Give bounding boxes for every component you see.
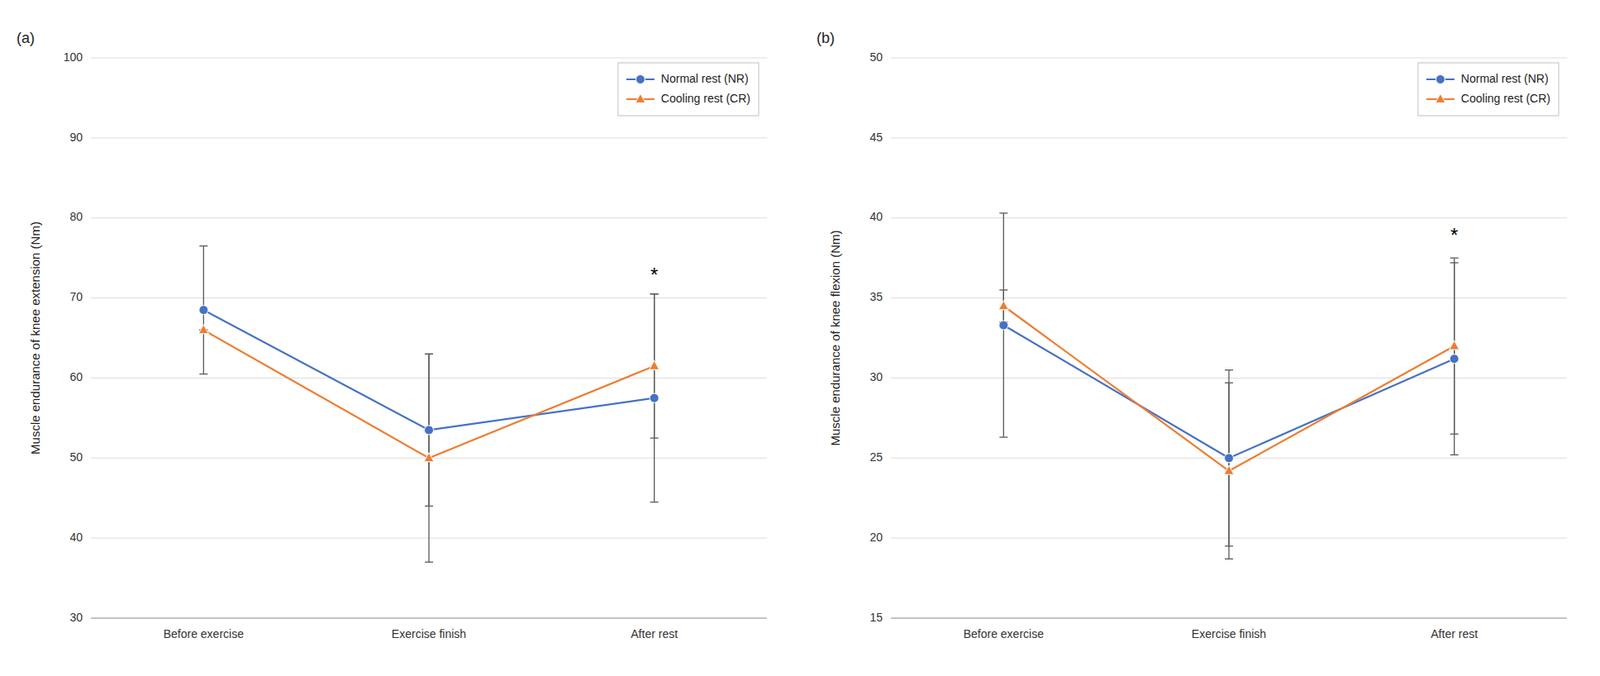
y-tick-label: 20 [869,530,883,544]
y-tick-label: 90 [69,130,83,144]
annotation: * [650,263,658,286]
x-tick-label: After rest [1430,627,1478,641]
panel: 15 20 25 30 35 40 45 50 Before exercise Exercise … [816,29,1567,641]
y-grid [90,57,767,619]
point-marker [998,300,1009,310]
grid-line [890,137,1567,139]
legend-label: Normal rest (NR) [661,71,749,86]
x-tick-label: Exercise finish [391,627,467,641]
legend-label: Cooling rest (CR) [661,91,751,105]
y-tick-label: 35 [869,290,883,304]
y-tick-label: 50 [69,450,83,464]
y-tick-label: 30 [869,370,883,384]
legend-marker [1435,93,1446,103]
x-tick-label: Before exercise [163,627,244,641]
legend-frame [1418,62,1559,116]
legend-marker [635,75,645,85]
point-marker [198,324,209,334]
x-tick-label: Exercise finish [1191,627,1267,641]
y-axis-label: Muscle endurance of knee extension (Nm) [28,221,43,455]
grid-line [890,57,1567,59]
error-cap [199,245,208,247]
error-cap [1224,558,1234,560]
series-line [203,309,654,430]
figure: 30 40 50 60 70 80 90 100 Before exercise Exercise… [0,0,1600,676]
error-cap [999,436,1008,438]
panel-title: (b) [816,29,835,47]
error-cap [650,437,659,439]
grid-line [90,297,767,299]
y-tick-label: 70 [69,290,83,304]
y-tick-label: 40 [69,530,83,544]
y-tick-label: 30 [69,610,83,624]
y-tick-label: 80 [69,209,83,224]
y-tick-label: 45 [869,130,883,144]
point-marker [1449,340,1460,350]
y-tick-label: 25 [869,450,883,464]
y-axis-label: Muscle endurance of knee flexion (Nm) [828,230,843,447]
error-cap [1450,257,1459,258]
error-cap [1450,454,1459,456]
error-cap [999,212,1008,214]
error-bar [199,246,208,375]
y-tick-label: 100 [63,50,84,64]
y-tick-label: 15 [869,610,883,624]
legend-frame [618,62,759,116]
point-marker [1449,354,1459,364]
point-marker [199,305,209,315]
legend: Normal rest (NR) Cooling rest (CR) [1418,62,1559,116]
error-cap [999,289,1008,291]
legend-marker [1435,75,1445,85]
grid-line [90,57,767,59]
legend-marker [635,93,646,103]
y-tick-label: 50 [869,50,883,64]
error-cap [424,561,434,563]
x-axis-line [90,618,767,620]
point-marker [423,452,434,462]
error-cap [424,353,434,355]
error-bar [650,294,659,503]
error-cap [1450,433,1459,435]
series-line [203,329,654,458]
annotation: * [1450,223,1458,247]
grid-line [90,217,767,219]
grid-line [890,297,1567,299]
error-cap [199,373,208,375]
x-tick-label: After rest [630,627,678,641]
x-tick-label: Before exercise [963,627,1044,641]
error-cap [650,501,659,503]
series-line [1003,325,1454,459]
point-marker [1223,465,1234,475]
point-marker [649,393,659,403]
panel-title: (a) [16,29,35,47]
point-marker [1224,453,1234,463]
y-grid [890,57,1567,619]
grid-line [890,217,1567,219]
error-cap [650,293,659,295]
legend: Normal rest (NR) Cooling rest (CR) [618,62,759,116]
legend-label: Normal rest (NR) [1461,71,1549,86]
point-marker [649,360,660,370]
grid-line [90,137,767,139]
error-cap [1224,369,1234,371]
series-line [1003,305,1454,472]
panel: 30 40 50 60 70 80 90 100 Before exercise Exercise… [16,29,767,641]
plot-data [998,213,1459,559]
error-bar [999,213,1008,438]
error-cap [1224,382,1234,384]
legend-label: Cooling rest (CR) [1461,91,1551,105]
grid-line [890,618,1567,620]
plot-data [198,246,659,563]
y-tick-label: 40 [869,209,883,224]
error-cap [424,353,434,355]
x-axis-line [890,618,1567,620]
point-marker [424,425,434,435]
grid-line [90,618,767,620]
error-cap [650,293,659,295]
point-marker [999,320,1009,330]
y-tick-label: 60 [69,370,83,384]
